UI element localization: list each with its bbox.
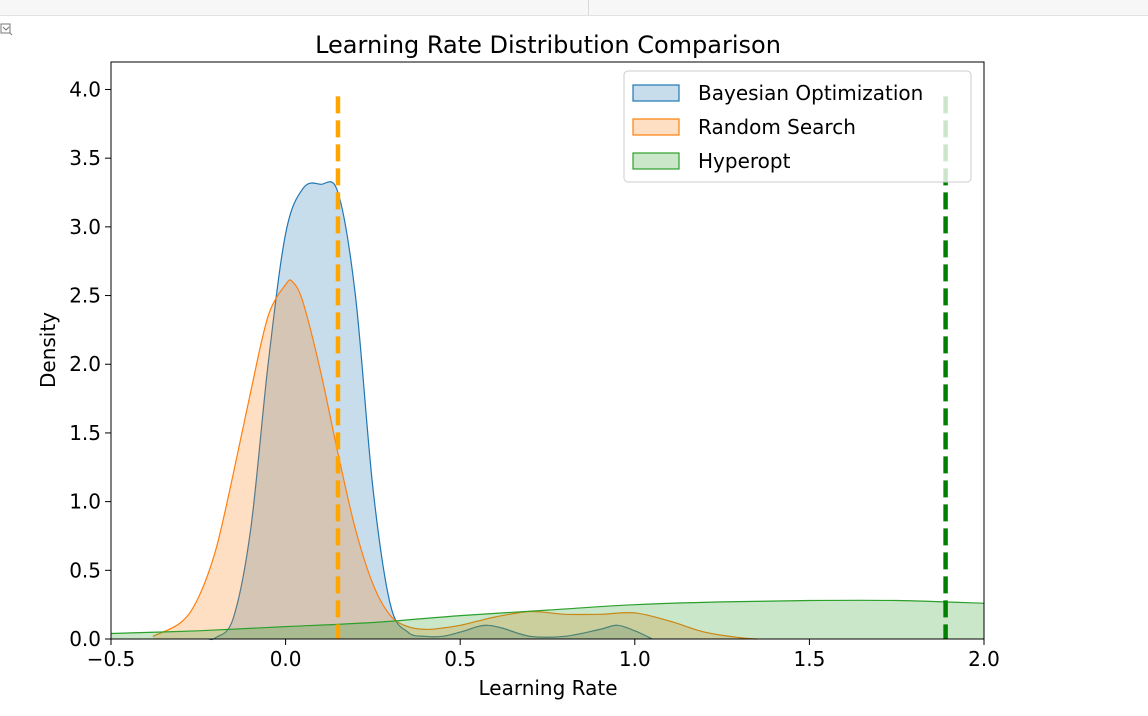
series-areas [110, 181, 985, 641]
output-collapse-icon[interactable] [0, 22, 14, 36]
series-line-random-search [152, 279, 758, 640]
series-area-hyperopt [111, 600, 984, 639]
y-tick-label: 1.5 [69, 421, 101, 445]
y-tick-label: 2.5 [69, 284, 101, 308]
chart-title: Learning Rate Distribution Comparison [315, 31, 781, 59]
legend-swatch-bayesian-optimization [632, 84, 680, 102]
legend-box [623, 70, 972, 183]
legend: Bayesian Optimization Random Search Hypero… [623, 70, 972, 183]
x-axis: −0.5 0.0 0.5 1.0 1.5 2.0 [87, 639, 1000, 671]
x-tick-label: 0.0 [270, 647, 302, 671]
series-area-random-search [152, 279, 757, 639]
reference-lines [335, 96, 948, 639]
y-tick-label: 0.5 [69, 558, 101, 582]
series-line-hyperopt [110, 599, 985, 635]
legend-label-hyperopt: Hyperopt [698, 149, 791, 173]
x-tick-label: 0.5 [444, 647, 476, 671]
y-tick-label: 1.0 [69, 490, 101, 514]
y-tick-label: 2.0 [69, 352, 101, 376]
notebook-cell-toolbar [0, 0, 1148, 16]
y-tick-label: 3.5 [69, 146, 101, 170]
y-tick-label: 4.0 [69, 77, 101, 101]
y-axis-label: Density [36, 312, 60, 388]
x-tick-label: 1.0 [619, 647, 651, 671]
toolbar-divider [588, 0, 589, 15]
series-line-bayesian-optimization [208, 181, 653, 641]
x-tick-label: 1.5 [793, 647, 825, 671]
series-area-bayesian-optimization [208, 181, 653, 640]
y-axis: 0.0 0.5 1.0 1.5 2.0 2.5 3.0 3.5 4.0 [69, 77, 111, 651]
x-axis-label: Learning Rate [478, 676, 617, 700]
legend-label-bayesian-optimization: Bayesian Optimization [698, 81, 923, 105]
y-tick-label: 3.0 [69, 215, 101, 239]
x-tick-label: −0.5 [87, 647, 136, 671]
legend-swatch-hyperopt [632, 152, 680, 170]
legend-label-random-search: Random Search [698, 115, 856, 139]
plot-frame [110, 61, 985, 640]
legend-swatch-random-search [632, 118, 680, 136]
x-tick-label: 2.0 [968, 647, 1000, 671]
y-tick-label: 0.0 [69, 627, 101, 651]
